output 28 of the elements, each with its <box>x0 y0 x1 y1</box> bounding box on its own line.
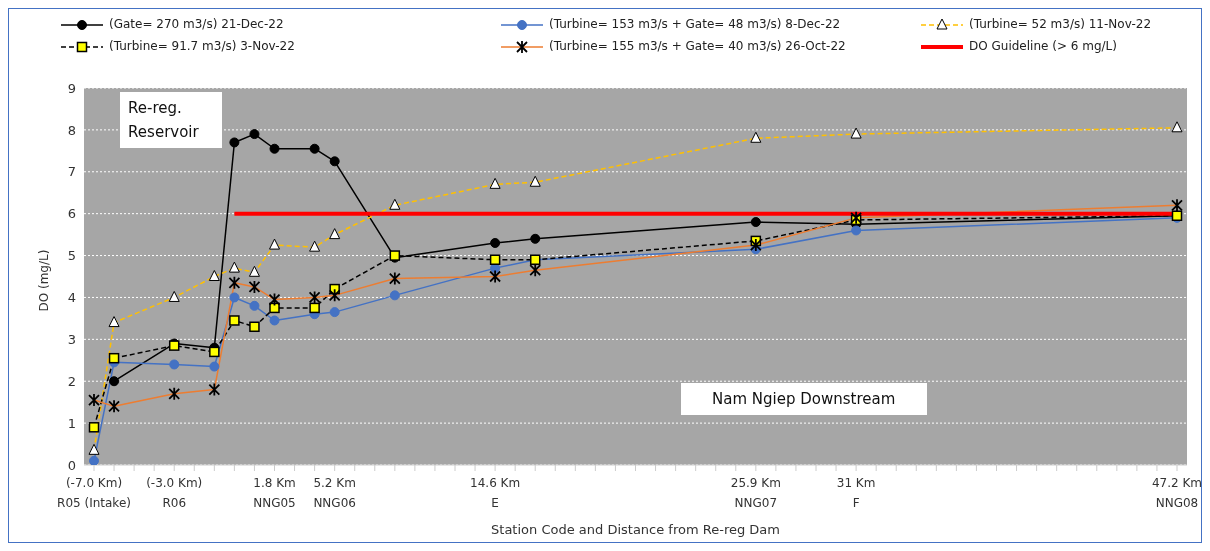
y-tick-label: 8 <box>67 122 76 138</box>
legend-label: (Turbine= 91.7 m3/s) 3-Nov-22 <box>109 39 295 53</box>
y-tick-label: 3 <box>67 331 76 347</box>
y-tick-label: 0 <box>67 457 76 473</box>
x-tick-label: 1.8 Km NNG05 <box>253 476 296 510</box>
text-box: Nam Ngiep Downstream <box>680 382 927 415</box>
y-tick-label: 9 <box>67 80 76 96</box>
x-tick-label: (-7.0 Km) R05 (Intake) <box>57 476 131 510</box>
x-tick-label: 25.9 Km NNG07 <box>730 476 781 510</box>
legend-label: (Turbine= 52 m3/s) 11-Nov-22 <box>969 17 1152 31</box>
x-tick-label: 47.2 Km NNG08 <box>1151 476 1203 510</box>
y-tick-label: 1 <box>67 415 76 431</box>
y-tick-label: 2 <box>67 373 76 389</box>
x-axis-title: Station Code and Distance from Re-reg Dam <box>491 522 780 537</box>
legend-label: (Turbine= 155 m3/s + Gate= 40 m3/s) 26-Oct-22 <box>549 39 846 53</box>
legend-label: DO Guideline (> 6 mg/L) <box>969 39 1117 53</box>
x-tick-label: 31 Km F <box>836 476 876 510</box>
y-tick-label: 4 <box>67 290 76 306</box>
y-tick-label: 5 <box>67 248 76 264</box>
text-box: Re-reg. Reservoir <box>120 92 223 149</box>
y-tick-label: 7 <box>67 164 76 180</box>
x-tick-label: 14.6 Km E <box>470 476 521 510</box>
legend-label: (Gate= 270 m3/s) 21-Dec-22 <box>109 17 284 31</box>
legend-label: (Turbine= 153 m3/s + Gate= 48 m3/s) 8-Dec-22 <box>549 17 841 31</box>
x-tick-label: 5.2 Km NNG06 <box>313 476 356 510</box>
y-axis-title: DO (mg/L) <box>37 249 52 312</box>
y-tick-label: 6 <box>67 206 76 222</box>
x-tick-label: (-3.0 Km) R06 <box>146 476 203 510</box>
